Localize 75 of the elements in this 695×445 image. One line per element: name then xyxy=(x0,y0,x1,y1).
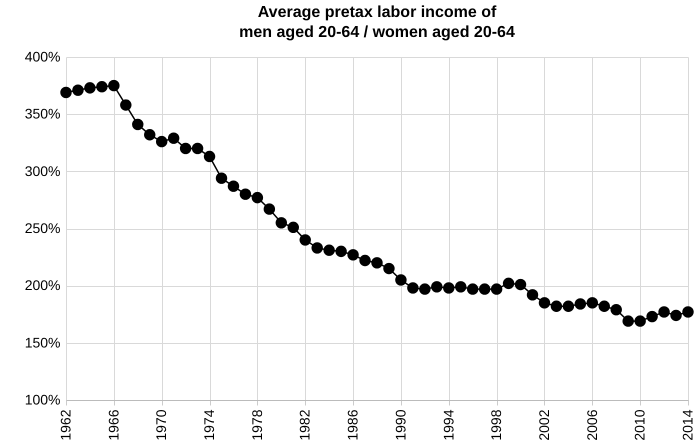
y-tick-label: 350% xyxy=(24,106,60,122)
x-tick-label: 1970 xyxy=(153,409,170,441)
x-tick-label: 1990 xyxy=(392,409,408,441)
point xyxy=(455,281,466,292)
point xyxy=(371,257,383,268)
point xyxy=(407,282,419,294)
point xyxy=(550,300,562,312)
point xyxy=(670,310,682,322)
point xyxy=(658,306,670,318)
x-tick-label: 1986 xyxy=(344,409,361,441)
point xyxy=(144,129,156,140)
point xyxy=(490,283,502,295)
point xyxy=(156,136,168,148)
point xyxy=(478,283,490,295)
y-tick-label: 400% xyxy=(24,48,60,64)
point xyxy=(335,246,347,258)
point xyxy=(192,142,204,154)
point xyxy=(431,281,443,292)
x-tick-label: 1974 xyxy=(201,409,218,441)
x-tick-label: 1998 xyxy=(488,409,504,441)
point xyxy=(562,300,574,312)
point xyxy=(419,283,431,295)
point xyxy=(466,283,478,295)
point xyxy=(252,192,264,204)
point xyxy=(610,304,622,316)
point xyxy=(586,297,598,309)
x-tick-label: 2010 xyxy=(632,409,648,441)
y-tick-label: 200% xyxy=(24,277,60,294)
y-tick-label: 100% xyxy=(24,392,60,408)
point xyxy=(204,150,216,162)
x-tick-label: 1978 xyxy=(248,409,265,441)
point xyxy=(526,289,538,301)
point xyxy=(120,99,132,111)
point xyxy=(276,217,288,228)
y-tick-label: 300% xyxy=(24,162,60,179)
point xyxy=(622,315,634,327)
point xyxy=(240,188,252,200)
point xyxy=(311,242,323,254)
point xyxy=(96,81,108,92)
x-tick-label: 1966 xyxy=(105,409,122,441)
point xyxy=(60,86,72,98)
x-tick-label: 2006 xyxy=(584,409,600,441)
x-tick-label: 1982 xyxy=(296,409,313,441)
x-tick-label: 1994 xyxy=(440,409,456,441)
point xyxy=(300,234,311,246)
point xyxy=(323,244,335,256)
point xyxy=(132,118,144,130)
point xyxy=(108,80,120,92)
point xyxy=(228,180,240,192)
x-tick-label: 1962 xyxy=(58,409,74,441)
point xyxy=(574,298,586,310)
point xyxy=(682,306,694,318)
y-tick-label: 150% xyxy=(24,334,60,350)
point xyxy=(216,172,228,184)
point xyxy=(288,222,299,234)
point xyxy=(646,310,658,322)
point xyxy=(347,249,359,260)
y-tick-label: 250% xyxy=(24,220,60,236)
x-tick-label: 2002 xyxy=(536,409,552,441)
point xyxy=(383,262,395,274)
chart-title: Average pretax labor income of men aged 20-64 / women aged 20-64 xyxy=(239,4,515,41)
point xyxy=(634,315,646,327)
point xyxy=(359,254,371,266)
point xyxy=(180,142,192,154)
point xyxy=(84,82,96,94)
point xyxy=(264,203,276,215)
point xyxy=(168,132,180,144)
x-tick-label: 2014 xyxy=(680,409,695,441)
point xyxy=(72,84,84,96)
point xyxy=(514,278,526,290)
point xyxy=(395,274,407,286)
point xyxy=(598,300,610,312)
point xyxy=(502,278,514,290)
point xyxy=(443,282,454,294)
point xyxy=(538,297,550,309)
